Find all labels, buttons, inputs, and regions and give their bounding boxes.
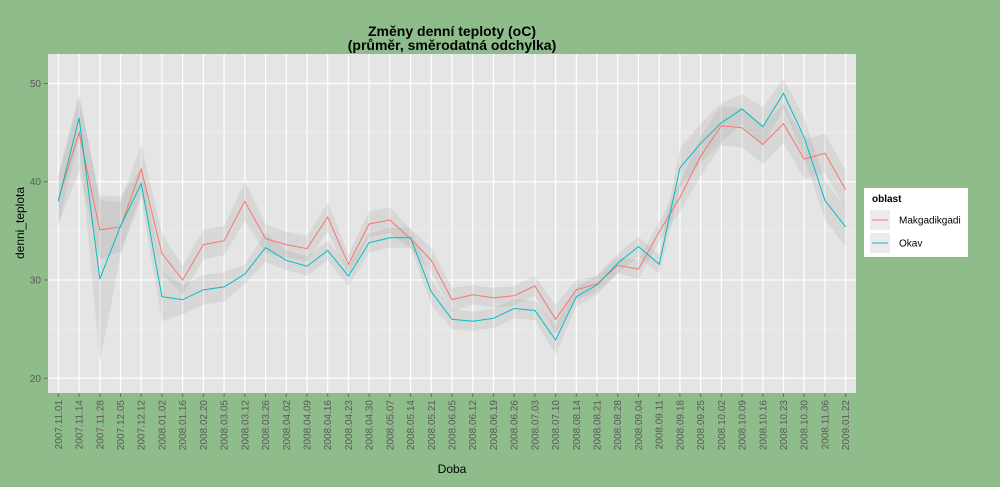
major-gridlines: [48, 54, 856, 393]
y-axis: 20 30 40 50: [30, 79, 48, 385]
x-tick-label: 2008.05.07: [385, 400, 396, 450]
y-axis-title: denni_teplota: [13, 187, 27, 259]
sd-ribbons: [58, 78, 846, 363]
x-axis-title: Doba: [438, 462, 467, 476]
x-tick-label: 2008.07.03: [530, 400, 541, 450]
x-tick-label: 2008.04.30: [365, 400, 376, 450]
series-line: [57, 122, 847, 321]
x-tick-label: 2008.05.21: [427, 400, 438, 450]
series-line: [57, 92, 847, 341]
x-tick-label: 2008.10.09: [738, 400, 749, 450]
x-tick-label: 2008.03.26: [261, 400, 272, 450]
x-tick-label: 2008.01.16: [178, 400, 189, 450]
x-tick-label: 2007.12.12: [137, 400, 148, 450]
x-tick-label: 2009.01.22: [841, 400, 852, 450]
y-tick-label: 40: [30, 177, 42, 188]
x-axis: 2007.11.01 2007.11.14 2007.11.28 2007.12.05…: [54, 393, 852, 450]
x-tick-label: 2008.01.02: [157, 400, 168, 450]
x-tick-label: 2008.09.25: [696, 400, 707, 450]
x-tick-label: 2008.08.14: [572, 400, 583, 450]
x-tick-label: 2008.06.12: [468, 400, 479, 450]
x-tick-label: 2008.09.11: [655, 400, 666, 450]
x-tick-label: 2007.11.01: [54, 400, 65, 450]
legend-label: Makgadikgadi: [899, 216, 961, 227]
x-tick-label: 2008.10.02: [717, 400, 728, 450]
chart-title: Změny denní teploty (oC): [368, 23, 536, 39]
chart-subtitle: (průměr, směrodatná odchylka): [348, 37, 557, 53]
x-tick-label: 2008.03.05: [220, 400, 231, 450]
x-tick-label: 2007.11.14: [75, 400, 86, 450]
x-tick-label: 2008.07.10: [551, 400, 562, 450]
x-tick-label: 2008.05.14: [406, 400, 417, 450]
x-tick-label: 2007.12.05: [116, 400, 127, 450]
x-tick-label: 2008.08.21: [593, 400, 604, 450]
x-tick-label: 2008.03.12: [240, 400, 251, 450]
x-tick-label: 2008.02.20: [199, 400, 210, 450]
x-tick-label: 2008.10.16: [758, 400, 769, 450]
y-tick-label: 30: [30, 276, 42, 287]
x-tick-label: 2008.04.02: [282, 400, 293, 450]
legend: oblast Makgadikgadi Okav: [864, 188, 968, 257]
x-tick-label: 2008.10.30: [800, 400, 811, 450]
sd-ribbon: [58, 78, 846, 363]
x-tick-label: 2008.09.04: [634, 400, 645, 450]
y-tick-label: 50: [30, 79, 42, 90]
y-tick-label: 20: [30, 374, 42, 385]
x-tick-label: 2008.08.28: [613, 400, 624, 450]
x-tick-label: 2008.11.06: [820, 400, 831, 450]
x-tick-label: 2008.04.09: [302, 400, 313, 450]
legend-label: Okav: [899, 239, 922, 250]
x-tick-label: 2008.04.23: [344, 400, 355, 450]
x-tick-label: 2008.10.23: [779, 400, 790, 450]
x-tick-label: 2008.06.19: [489, 400, 500, 450]
x-tick-label: 2008.04.16: [323, 400, 334, 450]
x-tick-label: 2007.11.28: [95, 400, 106, 450]
x-tick-label: 2008.06.05: [448, 400, 459, 450]
x-tick-label: 2008.09.18: [675, 400, 686, 450]
series-lines: [57, 92, 847, 341]
x-tick-label: 2008.06.26: [510, 400, 521, 450]
legend-title: oblast: [872, 194, 902, 205]
